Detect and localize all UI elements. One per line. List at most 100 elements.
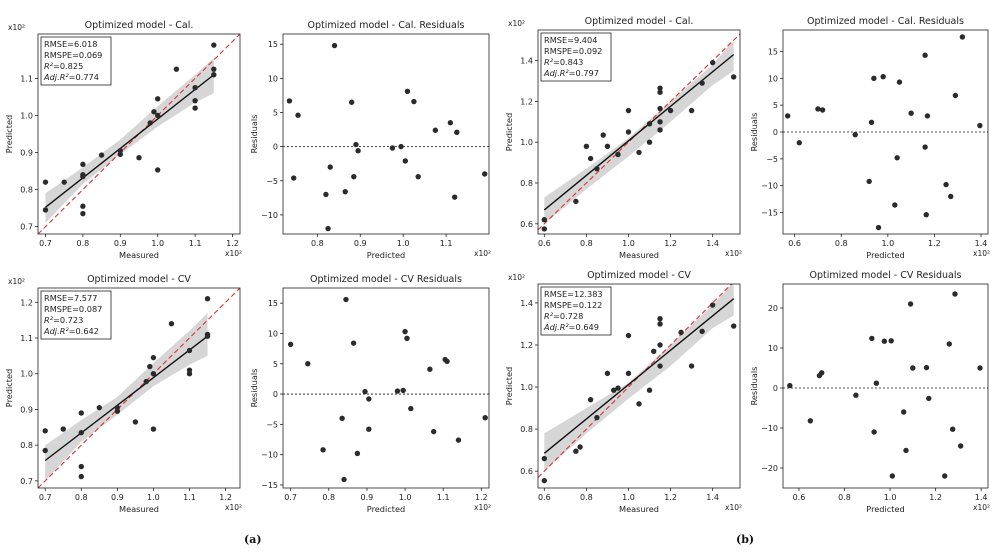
data-point bbox=[150, 426, 157, 432]
data-point bbox=[646, 121, 653, 127]
chart-a-cal: 0.7 0.8 0.9 1.0 1.1 1.2 0.7 0.8 0.9 1.0 1.1 Optimiz… bbox=[4, 20, 242, 260]
data-point bbox=[42, 447, 48, 454]
y-tick-label: 10 bbox=[768, 344, 778, 353]
data-point bbox=[787, 382, 793, 389]
y-tick-label: 10 bbox=[768, 74, 778, 83]
x-tick-label: 0.8 bbox=[580, 493, 593, 502]
data-point bbox=[80, 172, 86, 178]
plot-frame bbox=[37, 33, 241, 235]
data-point bbox=[688, 363, 695, 369]
data-point bbox=[977, 365, 983, 371]
plot-area bbox=[783, 34, 988, 231]
data-point bbox=[873, 380, 880, 386]
data-point bbox=[155, 112, 161, 119]
x-tick-label: 1.0 bbox=[147, 493, 160, 502]
data-point bbox=[949, 426, 956, 432]
x-tick-label: 0.6 bbox=[538, 493, 551, 502]
data-point bbox=[186, 347, 193, 354]
stats-box bbox=[40, 36, 112, 86]
y-tick-label: 5 bbox=[273, 360, 278, 369]
x-tick-label: 1.0 bbox=[151, 239, 164, 248]
x-tick-label: 0.8 bbox=[311, 239, 324, 248]
y-exponent: x10² bbox=[8, 23, 25, 32]
y-tick-label: 0 bbox=[773, 128, 778, 137]
data-point bbox=[155, 96, 161, 102]
x-tick-label: 0.9 bbox=[361, 493, 374, 502]
data-point bbox=[295, 112, 301, 118]
y-axis-label: Residuals bbox=[749, 113, 759, 152]
data-point bbox=[646, 139, 653, 145]
data-point bbox=[454, 129, 460, 135]
data-point bbox=[952, 291, 958, 297]
data-point bbox=[636, 149, 642, 156]
data-point bbox=[594, 414, 600, 421]
data-point bbox=[427, 366, 433, 372]
y-tick-label: 0.8 bbox=[520, 425, 533, 434]
y-tick-label: 5 bbox=[273, 108, 278, 117]
x-axis-label: Predicted bbox=[866, 250, 904, 260]
data-point bbox=[143, 378, 149, 385]
y-axis-label: Predicted bbox=[504, 113, 514, 151]
data-point bbox=[573, 448, 579, 454]
stats-line: R²=0.723 bbox=[44, 315, 83, 325]
y-tick-label: 15 bbox=[268, 40, 278, 49]
y-tick-label: 5 bbox=[773, 101, 778, 110]
y-tick-label: 1.0 bbox=[20, 370, 33, 379]
data-point bbox=[646, 387, 653, 393]
data-point bbox=[819, 370, 825, 376]
data-point bbox=[730, 323, 737, 329]
chart-title: Optimized model - Cal. Residuals bbox=[308, 20, 465, 31]
y-tick-label: 1.0 bbox=[20, 111, 33, 120]
data-point bbox=[404, 335, 410, 342]
data-point bbox=[404, 88, 411, 95]
y-tick-label: 1.4 bbox=[520, 57, 533, 66]
data-point bbox=[923, 211, 929, 218]
data-point bbox=[155, 167, 161, 173]
data-point bbox=[881, 338, 888, 344]
y-tick-label: 10 bbox=[268, 329, 278, 338]
data-point bbox=[132, 419, 139, 425]
stats-line: R²=0.825 bbox=[44, 61, 83, 71]
data-point bbox=[796, 140, 803, 146]
data-point bbox=[42, 207, 49, 213]
data-point bbox=[541, 477, 548, 484]
data-point bbox=[577, 444, 583, 450]
data-point bbox=[699, 328, 705, 335]
data-point bbox=[573, 198, 579, 205]
x-tick-label: 1.1 bbox=[189, 239, 202, 248]
data-point bbox=[42, 428, 48, 434]
y-axis-label: Predicted bbox=[4, 115, 14, 153]
y-tick-label: 0.9 bbox=[20, 405, 33, 414]
data-point bbox=[366, 396, 372, 402]
data-point bbox=[924, 113, 931, 119]
x-tick-label: 0.8 bbox=[322, 493, 335, 502]
y-tick-label: −15 bbox=[761, 209, 778, 218]
data-point bbox=[709, 302, 716, 308]
plot-area bbox=[283, 296, 489, 483]
plot-area bbox=[38, 288, 240, 488]
y-tick-label: 0.8 bbox=[520, 179, 533, 188]
y-tick-label: 0.8 bbox=[20, 441, 33, 450]
data-point bbox=[400, 387, 406, 394]
data-point bbox=[351, 173, 357, 180]
data-point bbox=[678, 329, 684, 336]
x-tick-label: 0.7 bbox=[39, 239, 52, 248]
x-tick-label: 0.6 bbox=[538, 239, 551, 248]
data-point bbox=[150, 371, 157, 377]
data-point bbox=[866, 178, 872, 185]
stats-line: Adj.R²=0.797 bbox=[543, 68, 599, 78]
data-point bbox=[430, 428, 437, 435]
y-tick-label: 0.8 bbox=[20, 186, 33, 195]
data-point bbox=[688, 107, 695, 114]
data-point bbox=[354, 450, 361, 457]
x-tick-label: 0.8 bbox=[835, 239, 848, 248]
x-axis-label: Measured bbox=[119, 504, 159, 514]
stats-line: RMSPE=0.092 bbox=[544, 46, 602, 56]
data-point bbox=[350, 340, 357, 346]
data-point bbox=[604, 143, 611, 149]
data-point bbox=[651, 348, 657, 354]
x-exponent: x10² bbox=[973, 249, 990, 258]
data-point bbox=[699, 80, 705, 86]
stats-line: RMSE=7.577 bbox=[44, 293, 97, 303]
data-point bbox=[411, 98, 417, 105]
